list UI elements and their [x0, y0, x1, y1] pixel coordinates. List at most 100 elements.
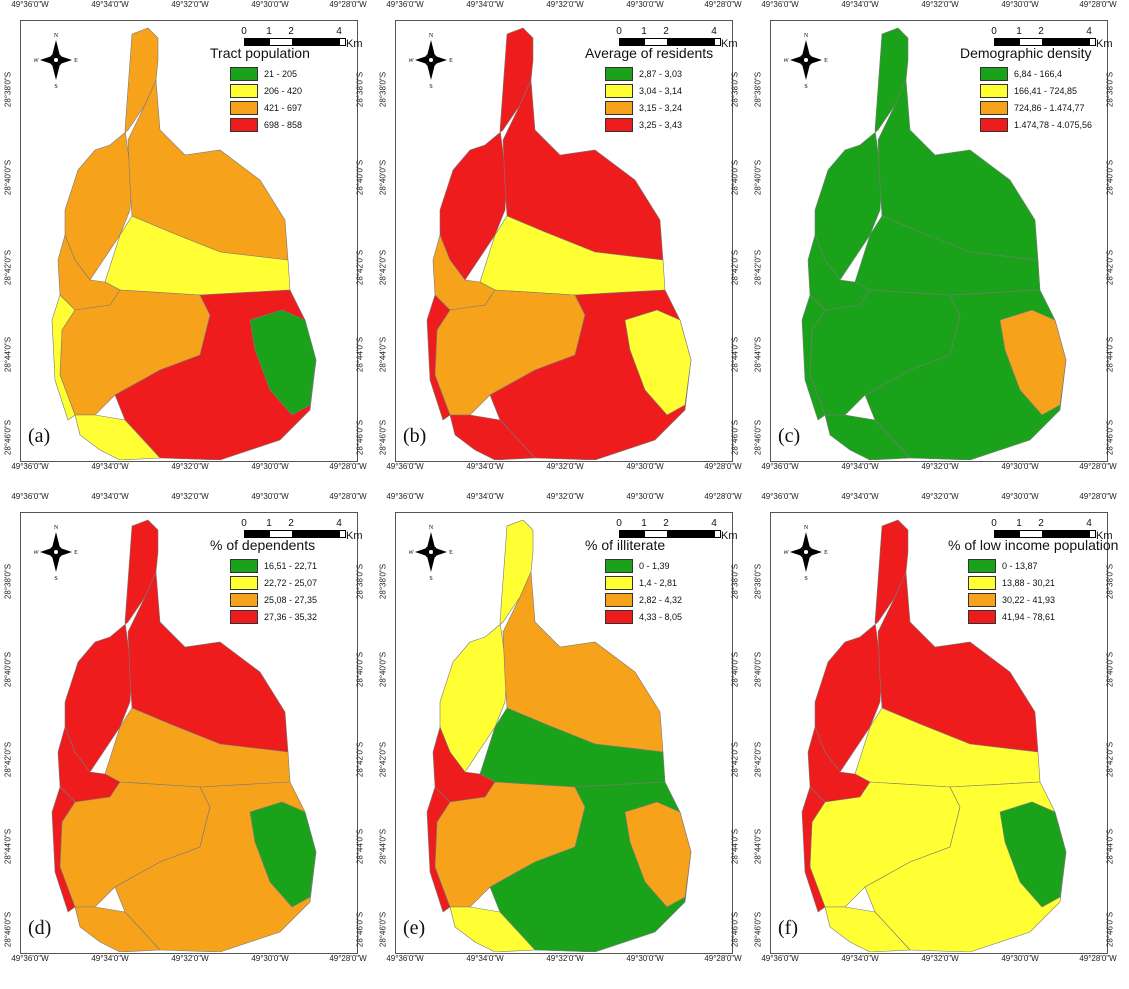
- tick-label-bottom: 49°32'0"W: [171, 954, 209, 963]
- choropleth-map: [426, 27, 692, 460]
- legend-swatch: [605, 609, 633, 624]
- legend-item: 0 - 13,87: [948, 557, 1118, 574]
- tick-label-bottom: 49°30'0"W: [626, 462, 664, 471]
- tick-label-left: 28°40'0"S: [753, 159, 763, 196]
- legend-item: 27,36 - 35,32: [210, 608, 317, 625]
- tick-label-top: 49°28'0"W: [1079, 0, 1117, 9]
- map-panel-e: 49°36'0"W 49°36'0"W 49°34'0"W 49°34'0"W 49°3…: [375, 492, 742, 963]
- scale-label: 4: [336, 26, 342, 37]
- svg-text:S: S: [429, 576, 432, 580]
- legend-label: 27,36 - 35,32: [264, 611, 318, 622]
- tick-label-top: 49°30'0"W: [626, 492, 664, 501]
- scale-labels: 0 1 2 4: [611, 518, 721, 530]
- tick-label-right: 28°46'0"S: [730, 911, 740, 948]
- legend-label: 30,22 - 41,93: [1002, 594, 1056, 605]
- legend-label: 724,86 - 1.474,77: [1014, 102, 1085, 113]
- legend-item: 2,82 - 4,32: [585, 591, 682, 608]
- legend-label: 13,88 - 30,21: [1002, 577, 1056, 588]
- map-region-east: [624, 801, 692, 908]
- legend-item: 6,84 - 166,4: [960, 65, 1092, 82]
- svg-text:S: S: [429, 84, 432, 88]
- tick-label-right: 28°40'0"S: [730, 159, 740, 196]
- tick-label-top: 49°32'0"W: [546, 492, 584, 501]
- tick-label-left: 28°46'0"S: [753, 419, 763, 456]
- tick-label-left: 28°40'0"S: [3, 159, 13, 196]
- tick-label-bottom: 49°34'0"W: [466, 954, 504, 963]
- legend-item: 4,33 - 8,05: [585, 608, 682, 625]
- tick-label-left: 28°42'0"S: [753, 249, 763, 286]
- map-region-north: [64, 27, 159, 281]
- legend: % of dependents 16,51 - 22,71 22,72 - 25,0…: [210, 537, 317, 625]
- legend-label: 22,72 - 25,07: [264, 577, 318, 588]
- tick-label-top: 49°28'0"W: [704, 492, 742, 501]
- tick-label-left: 28°46'0"S: [378, 419, 388, 456]
- legend-label: 3,25 - 3,43: [639, 119, 683, 130]
- scale-bar-segments: [994, 38, 1096, 46]
- tick-label-bottom: 49°36'0"W: [11, 954, 49, 963]
- legend-label: 0 - 1,39: [639, 560, 670, 571]
- scale-label: 0: [616, 26, 622, 37]
- legend: % of illiterate 0 - 1,39 1,4 - 2,81 2,82 - …: [585, 537, 682, 625]
- scale-label: 1: [266, 26, 272, 37]
- legend-item: 421 - 697: [210, 99, 310, 116]
- tick-label-top: 49°36'0"W: [386, 0, 424, 9]
- legend-title: Tract population: [210, 45, 310, 61]
- scale-unit: Km: [346, 530, 363, 542]
- tick-label-right: 28°42'0"S: [355, 741, 365, 778]
- tick-label-right: 28°38'0"S: [355, 71, 365, 108]
- scale-labels: 0 1 2 4: [986, 518, 1096, 530]
- tick-label-right: 28°38'0"S: [730, 563, 740, 600]
- svg-text:W: W: [784, 550, 789, 556]
- tick-label-top: 49°34'0"W: [841, 0, 879, 9]
- legend-item: 3,15 - 3,24: [585, 99, 713, 116]
- tick-label-left: 28°46'0"S: [753, 911, 763, 948]
- map-region-upper: [877, 79, 1039, 261]
- north-arrow-icon: N S W E: [33, 30, 78, 90]
- tick-label-bottom: 49°30'0"W: [251, 954, 289, 963]
- legend-item: 21 - 205: [210, 65, 310, 82]
- legend-swatch: [230, 558, 258, 573]
- map-region-north: [814, 27, 909, 281]
- legend-swatch: [230, 592, 258, 607]
- scale-label: 1: [1016, 518, 1022, 529]
- map-region-bottom: [74, 906, 161, 952]
- scale-label: 4: [1086, 518, 1092, 529]
- scale-label: 1: [641, 26, 647, 37]
- tick-label-top: 49°28'0"W: [329, 492, 367, 501]
- legend-swatch: [968, 609, 996, 624]
- svg-text:W: W: [34, 550, 39, 556]
- panel-letter: (e): [403, 917, 426, 939]
- tick-label-bottom: 49°32'0"W: [546, 462, 584, 471]
- tick-label-bottom: 49°36'0"W: [761, 954, 799, 963]
- legend-swatch: [968, 592, 996, 607]
- legend: Average of residents 2,87 - 3,03 3,04 - 3,…: [585, 45, 713, 133]
- legend-swatch: [980, 83, 1008, 98]
- tick-label-bottom: 49°28'0"W: [329, 462, 367, 471]
- map-region-strip: [426, 294, 451, 421]
- map-panel-b: 49°36'0"W 49°36'0"W 49°34'0"W 49°34'0"W 49°3…: [375, 0, 742, 471]
- map-region-bottom: [824, 414, 911, 460]
- legend-swatch: [230, 66, 258, 81]
- legend-label: 21 - 205: [264, 68, 298, 79]
- map-region-bottom: [74, 414, 161, 460]
- tick-label-top: 49°28'0"W: [1079, 492, 1117, 501]
- scale-labels: 0 1 2 4: [236, 518, 346, 530]
- tick-label-left: 28°46'0"S: [378, 911, 388, 948]
- tick-label-top: 49°30'0"W: [1001, 492, 1039, 501]
- legend-swatch: [605, 117, 633, 132]
- tick-label-bottom: 49°36'0"W: [386, 954, 424, 963]
- legend-label: 41,94 - 78,61: [1002, 611, 1056, 622]
- legend-item: 30,22 - 41,93: [948, 591, 1118, 608]
- scale-bar: 0 1 2 4 Km: [236, 518, 362, 542]
- tick-label-top: 49°34'0"W: [466, 0, 504, 9]
- legend: Tract population 21 - 205 206 - 420 421 - 6…: [210, 45, 310, 133]
- scale-label: 2: [288, 518, 294, 529]
- scale-label: 1: [1016, 26, 1022, 37]
- svg-text:E: E: [449, 58, 453, 64]
- legend-item: 1.474,78 - 4.075,56: [960, 116, 1092, 133]
- choropleth-map: [51, 27, 317, 460]
- tick-label-left: 28°46'0"S: [3, 911, 13, 948]
- tick-label-bottom: 49°34'0"W: [841, 954, 879, 963]
- tick-label-left: 28°44'0"S: [3, 336, 13, 373]
- svg-text:S: S: [804, 576, 807, 580]
